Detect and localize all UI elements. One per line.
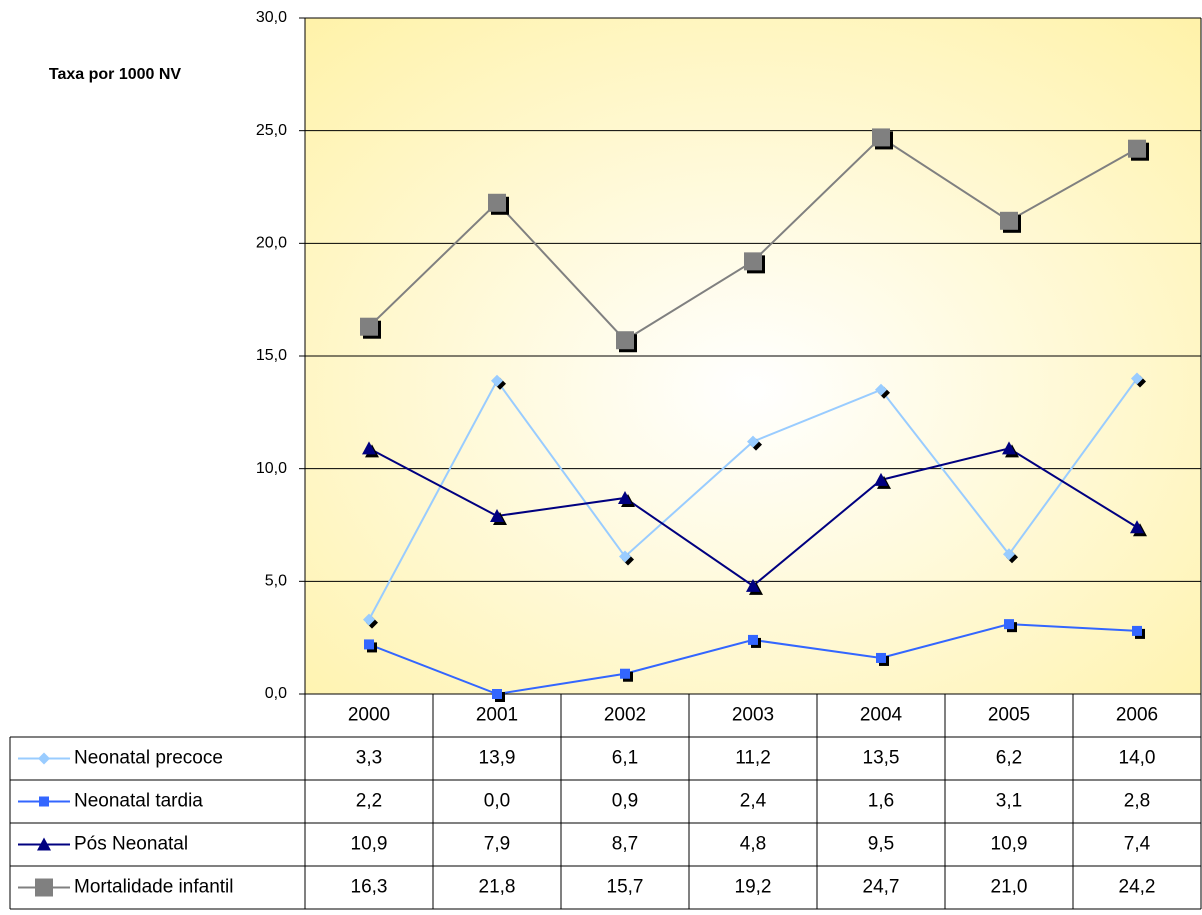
x-tick-label: 2001	[476, 705, 518, 726]
data-point	[748, 634, 758, 645]
table-value: 7,9	[484, 834, 510, 855]
data-point	[746, 578, 760, 592]
data-point	[872, 128, 890, 147]
y-axis-title: Taxa por 1000 NV	[49, 66, 182, 83]
x-tick-label: 2000	[348, 705, 390, 726]
x-tick-label: 2004	[860, 705, 903, 726]
table-value: 9,5	[868, 834, 894, 855]
data-point	[360, 317, 378, 336]
legend-label: Mortalidade infantil	[74, 877, 233, 898]
data-point	[1002, 441, 1016, 455]
table-value: 24,2	[1119, 877, 1156, 898]
data-point	[490, 508, 504, 522]
data-point	[1131, 372, 1143, 385]
data-point	[1130, 520, 1144, 534]
legend-marker	[38, 752, 50, 765]
y-tick-label: 20,0	[256, 235, 287, 252]
legend-label: Neonatal precoce	[74, 748, 223, 769]
y-tick-label: 25,0	[256, 122, 287, 139]
table-value: 21,0	[991, 877, 1028, 898]
data-point	[616, 331, 634, 350]
table-value: 6,2	[996, 748, 1022, 769]
table-value: 4,8	[740, 834, 766, 855]
legend-label: Neonatal tardia	[74, 791, 203, 812]
data-point	[364, 639, 374, 650]
data-point	[488, 193, 506, 212]
data-point	[1128, 139, 1146, 158]
table-value: 0,9	[612, 791, 638, 812]
table-value: 13,5	[863, 748, 900, 769]
x-tick-label: 2002	[604, 705, 646, 726]
x-tick-label: 2006	[1116, 705, 1158, 726]
data-point	[744, 252, 762, 271]
table-value: 24,7	[863, 877, 900, 898]
legend-marker	[37, 837, 51, 851]
data-point	[874, 472, 888, 486]
table-value: 15,7	[607, 877, 644, 898]
table-value: 14,0	[1119, 748, 1156, 769]
data-point	[619, 550, 631, 563]
legend-marker	[39, 796, 49, 807]
table-value: 8,7	[612, 834, 638, 855]
y-tick-label: 30,0	[256, 9, 287, 26]
table-value: 1,6	[868, 791, 894, 812]
table-value: 10,9	[351, 834, 388, 855]
data-point	[1132, 625, 1142, 636]
data-point	[492, 689, 502, 699]
y-tick-label: 0,0	[265, 685, 287, 702]
data-point	[362, 441, 376, 455]
table-value: 7,4	[1124, 834, 1151, 855]
table-value: 2,2	[356, 791, 382, 812]
table-value: 3,1	[996, 791, 1022, 812]
table-value: 16,3	[351, 877, 388, 898]
y-tick-label: 5,0	[265, 573, 287, 590]
table-value: 2,8	[1124, 791, 1150, 812]
data-point	[876, 652, 886, 663]
y-tick-label: 10,0	[256, 460, 287, 477]
table-value: 6,1	[612, 748, 638, 769]
data-point	[620, 668, 630, 679]
x-tick-label: 2003	[732, 705, 774, 726]
data-point	[1000, 211, 1018, 230]
table-value: 3,3	[356, 748, 382, 769]
data-point	[875, 383, 887, 396]
table-value: 19,2	[735, 877, 772, 898]
data-point	[491, 374, 503, 387]
data-point	[747, 435, 759, 448]
table-value: 0,0	[484, 791, 510, 812]
data-point	[1003, 548, 1015, 561]
data-point	[618, 490, 632, 504]
y-tick-label: 15,0	[256, 347, 287, 364]
legend-marker	[35, 878, 53, 897]
data-point	[363, 613, 375, 626]
table-value: 13,9	[479, 748, 516, 769]
table-value: 10,9	[991, 834, 1028, 855]
legend-label: Pós Neonatal	[74, 834, 188, 855]
table-value: 21,8	[479, 877, 516, 898]
table-value: 2,4	[740, 791, 767, 812]
table-value: 11,2	[735, 748, 771, 769]
data-point	[1004, 619, 1014, 630]
x-tick-label: 2005	[988, 705, 1030, 726]
